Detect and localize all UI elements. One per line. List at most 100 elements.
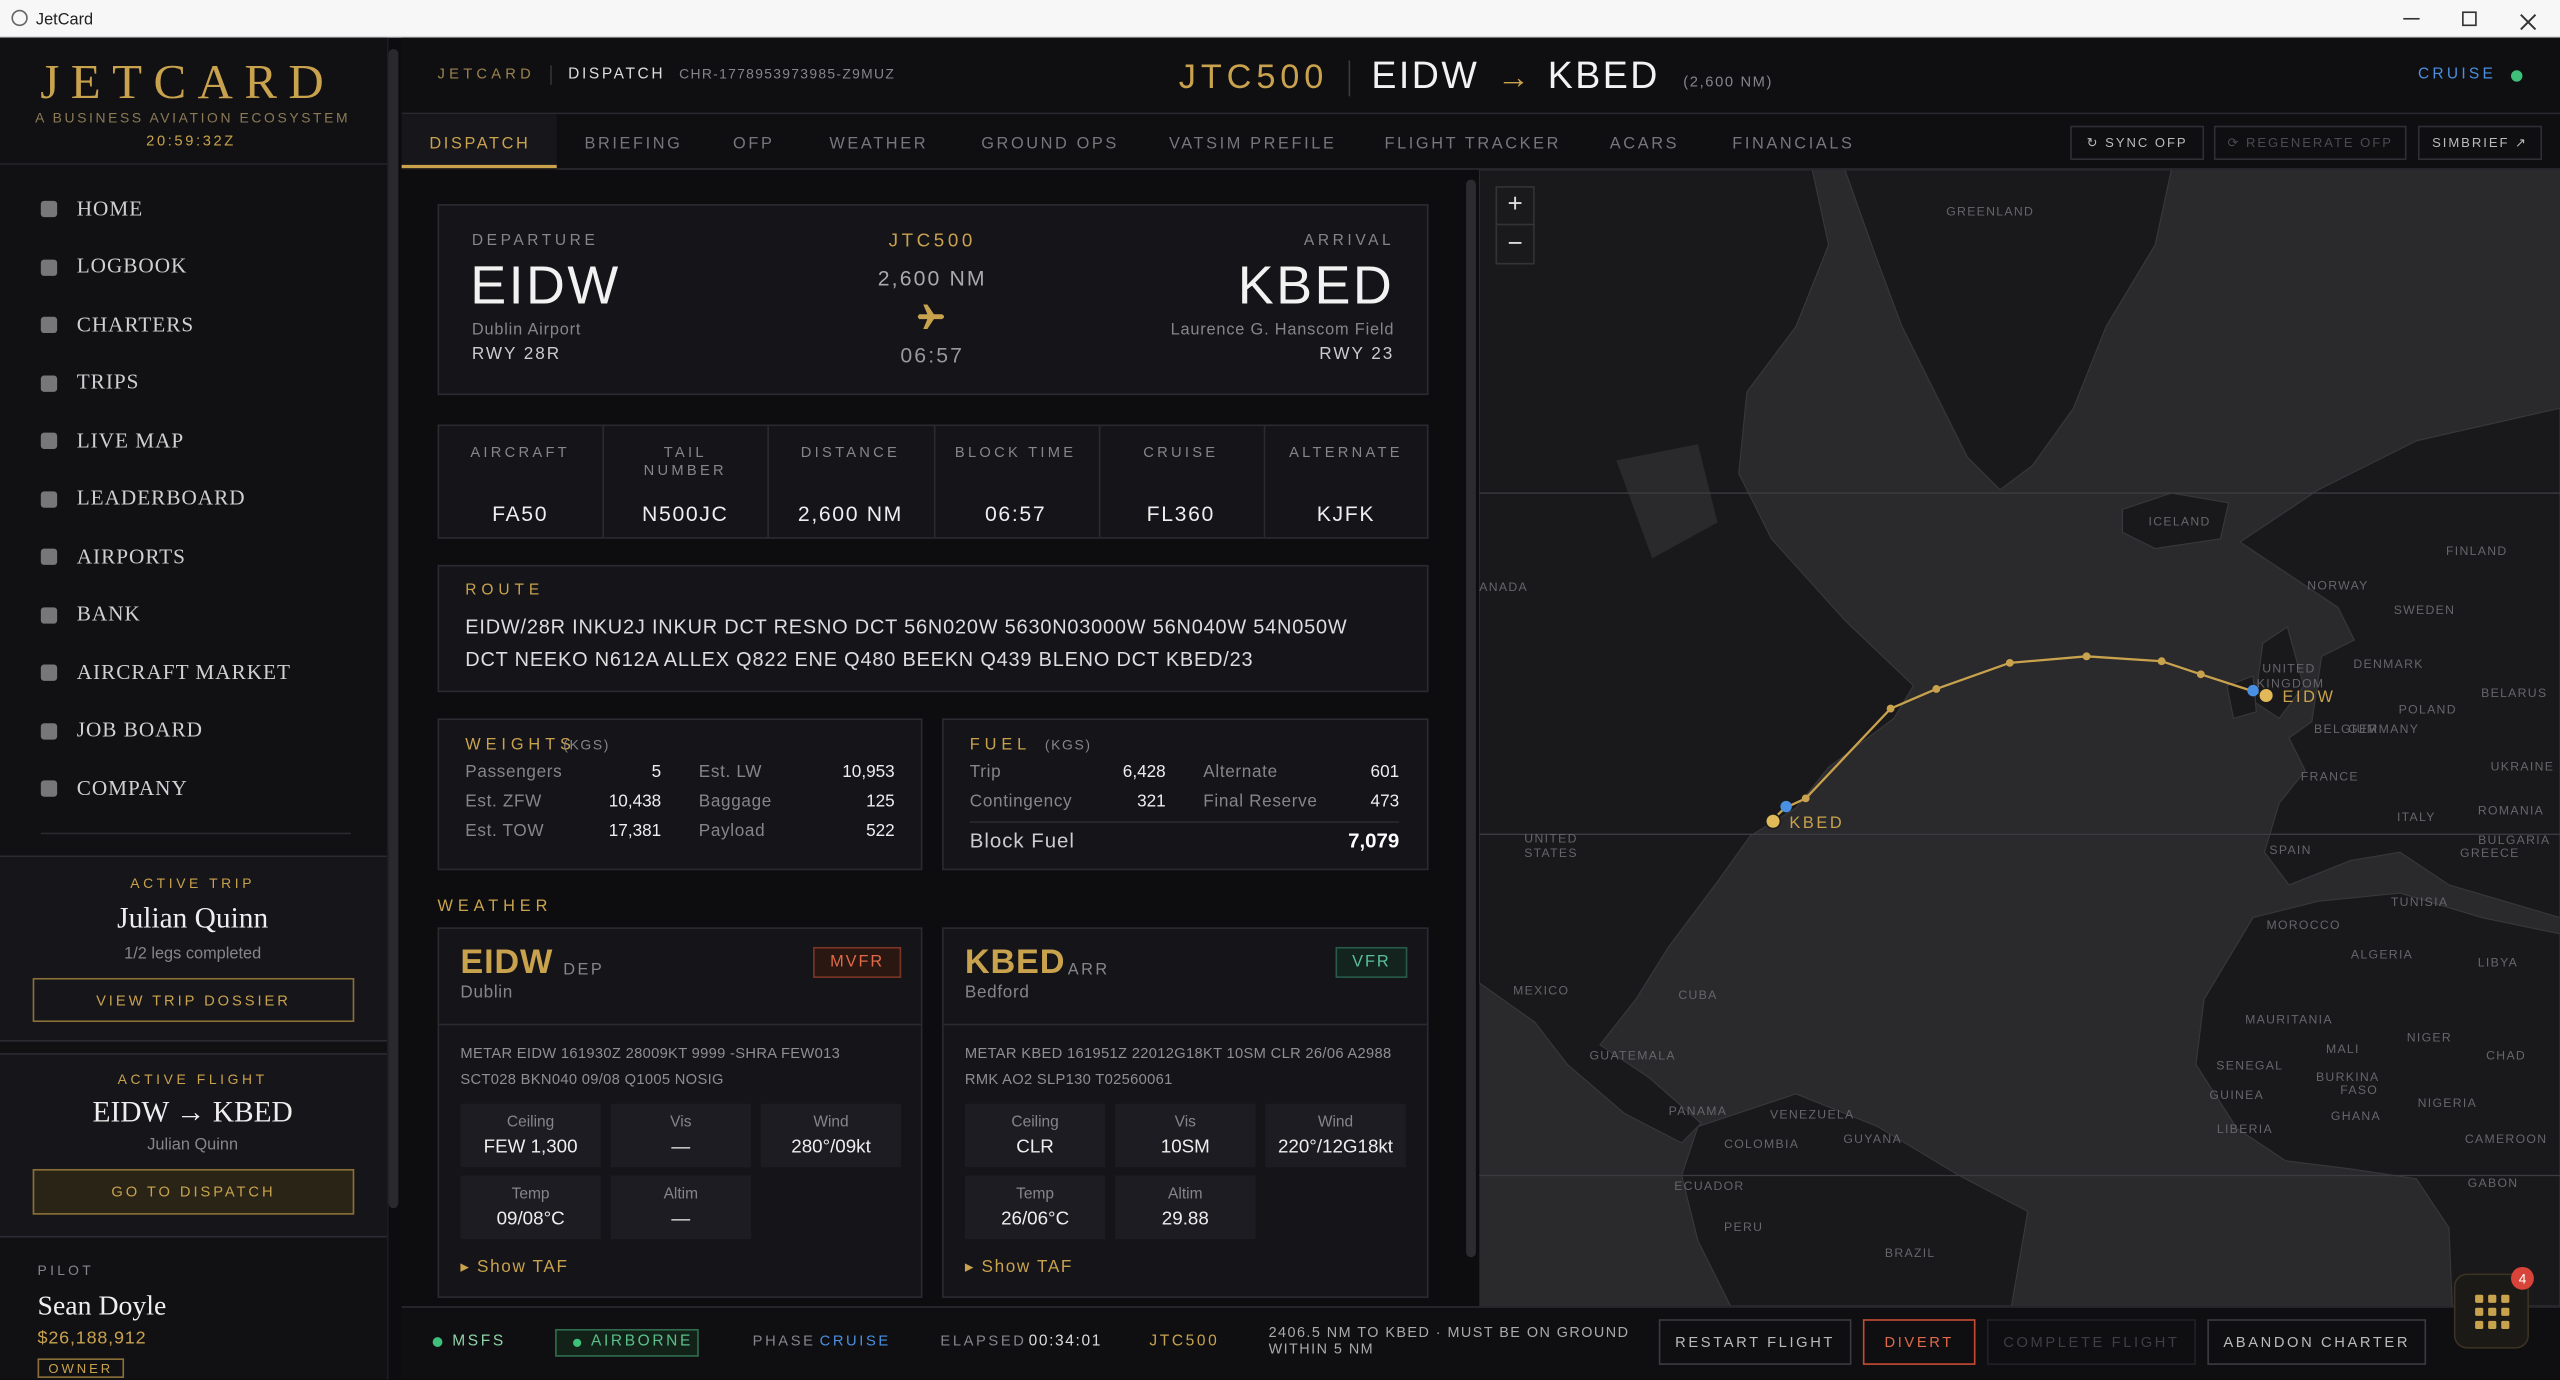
nav-icon[interactable]: [40, 606, 58, 623]
zoom-in[interactable]: +: [1495, 186, 1535, 226]
map-label: UNITED: [2262, 661, 2316, 676]
map-label: SENEGAL: [2216, 1057, 2284, 1073]
maximize[interactable]: [2462, 11, 2477, 27]
metar: METAR EIDW 161930Z 28009KT 9999 -SHRA FE…: [460, 1044, 841, 1088]
tab-action-label: ⟳ REGENERATE OFP: [2227, 135, 2393, 151]
nav-item[interactable]: LEADERBOARD: [76, 485, 246, 510]
zoom-out-label: −: [1507, 230, 1523, 258]
tab[interactable]: VATSIM PREFILE: [1168, 134, 1337, 153]
map-label: FINLAND: [2445, 543, 2508, 559]
card-block-time: 06:57: [900, 342, 965, 368]
zoom-in-label: +: [1507, 190, 1523, 218]
launcher-grid: [2475, 1294, 2510, 1329]
nav-item[interactable]: JOB BOARD: [76, 717, 203, 742]
map-label: GABON: [2467, 1175, 2519, 1190]
flight-category[interactable]: MVFR: [813, 946, 902, 978]
weather-cell: Altim —: [610, 1175, 752, 1240]
nav-item[interactable]: LIVE MAP: [76, 427, 185, 452]
tab[interactable]: FINANCIALS: [1732, 134, 1855, 153]
nav-icon[interactable]: [40, 548, 58, 565]
nav-icon[interactable]: [40, 374, 58, 392]
weather-cell: Wind 280°/09kt: [760, 1103, 902, 1168]
fuel-value: 473: [1370, 792, 1400, 812]
nav-icon[interactable]: [40, 200, 58, 218]
status-button[interactable]: DIVERT: [1862, 1319, 1976, 1365]
map-label: GREECE: [2460, 845, 2520, 861]
arrival-icao: KBED: [1237, 254, 1395, 315]
station-icao: KBED: [964, 944, 1066, 982]
role-badge[interactable]: OWNER: [37, 1358, 125, 1378]
map-label: LIBYA: [2477, 954, 2519, 970]
close[interactable]: [2519, 10, 2537, 31]
charter-id: CHR-1778953973985-Z9MUZ: [679, 65, 896, 83]
fuel-label: Alternate: [1203, 762, 1278, 783]
show-taf[interactable]: ▸ Show TAF: [460, 1257, 569, 1278]
map-label: BELGIUM: [2313, 721, 2379, 737]
tab[interactable]: OFP: [733, 134, 775, 153]
origin-marker[interactable]: [2257, 687, 2275, 704]
arrival-runway: RWY 23: [1319, 344, 1395, 365]
tab-action-label: ↻ SYNC OFP: [2086, 135, 2188, 151]
map-label: DENMARK: [2353, 656, 2424, 671]
header-destination: KBED: [1547, 54, 1660, 97]
map-label: MAURITANIA: [2245, 1012, 2333, 1027]
status-button[interactable]: ABANDON CHARTER: [2207, 1319, 2427, 1365]
weather-cell-value: 26/06°C: [1001, 1209, 1070, 1230]
weather-cell: Vis 10SM: [1115, 1103, 1256, 1168]
tab-action[interactable]: ↻ SYNC OFP: [2070, 125, 2205, 160]
flight-category[interactable]: VFR: [1335, 946, 1408, 978]
weather-cell-value: —: [671, 1137, 691, 1158]
weather-cell-label: Vis: [1174, 1113, 1196, 1132]
nav-item[interactable]: AIRPORTS: [76, 543, 186, 568]
nav-item[interactable]: LOGBOOK: [76, 253, 188, 279]
nav-icon[interactable]: [40, 258, 58, 276]
nav-item[interactable]: CHARTERS: [76, 311, 195, 337]
nav-icon[interactable]: [40, 490, 58, 507]
dispatch-button-label: GO TO DISPATCH: [111, 1183, 276, 1200]
nav-item[interactable]: BANK: [76, 601, 141, 626]
notification-badge[interactable]: 4: [2511, 1266, 2534, 1290]
phase-dot: [2511, 70, 2523, 82]
tab[interactable]: DISPATCH: [429, 134, 531, 153]
nav-item[interactable]: AIRCRAFT MARKET: [76, 659, 291, 684]
destination-marker[interactable]: [1764, 813, 1782, 830]
weight-value: 5: [651, 762, 662, 783]
tab[interactable]: BRIEFING: [584, 134, 683, 153]
card-callsign: JTC500: [888, 231, 976, 251]
airborne-state: AIRBORNE: [591, 1331, 693, 1350]
weight-label: Est. ZFW: [465, 792, 542, 812]
map-label: BRAZIL: [1884, 1245, 1936, 1261]
nav-item[interactable]: HOME: [76, 195, 144, 221]
nav-item[interactable]: TRIPS: [76, 369, 140, 395]
minimize[interactable]: [2403, 17, 2420, 20]
map-label: MEXICO: [1513, 982, 1570, 998]
elapsed-value: 00:34:01: [1028, 1331, 1103, 1350]
tab-action[interactable]: SIMBRIEF ↗: [2417, 125, 2543, 160]
status-button[interactable]: RESTART FLIGHT: [1658, 1319, 1852, 1365]
nav-icon[interactable]: [40, 780, 58, 797]
nav-icon[interactable]: [40, 316, 58, 334]
nav-item[interactable]: COMPANY: [76, 775, 188, 800]
hudson-bay: [1616, 444, 1718, 559]
tab[interactable]: GROUND OPS: [981, 134, 1119, 153]
header-brand: JETCARD: [437, 65, 536, 82]
clock: 20:59:32Z: [146, 132, 236, 149]
tab[interactable]: ACARS: [1609, 134, 1680, 153]
map-label: GUYANA: [1843, 1131, 1902, 1146]
tab[interactable]: WEATHER: [829, 134, 929, 153]
view-trip-button[interactable]: VIEW TRIP DOSSIER: [32, 977, 355, 1023]
weather-cell-value: 280°/09kt: [791, 1137, 871, 1158]
nav-icon[interactable]: [40, 722, 58, 739]
show-taf[interactable]: ▸ Show TAF: [964, 1257, 1074, 1278]
nav-icon[interactable]: [40, 664, 58, 681]
dispatch-button[interactable]: GO TO DISPATCH: [32, 1168, 355, 1215]
route-box: [437, 564, 1429, 693]
plane-icon: [917, 304, 947, 330]
zoom-out[interactable]: −: [1496, 225, 1535, 264]
weather-cell-value: 220°/12G18kt: [1277, 1137, 1394, 1158]
tab[interactable]: FLIGHT TRACKER: [1384, 134, 1562, 153]
nav-icon[interactable]: [40, 432, 58, 449]
stats-divider: [767, 426, 770, 538]
tab-action[interactable]: ⟳ REGENERATE OFP: [2213, 125, 2407, 160]
status-button[interactable]: COMPLETE FLIGHT: [1986, 1319, 2196, 1365]
